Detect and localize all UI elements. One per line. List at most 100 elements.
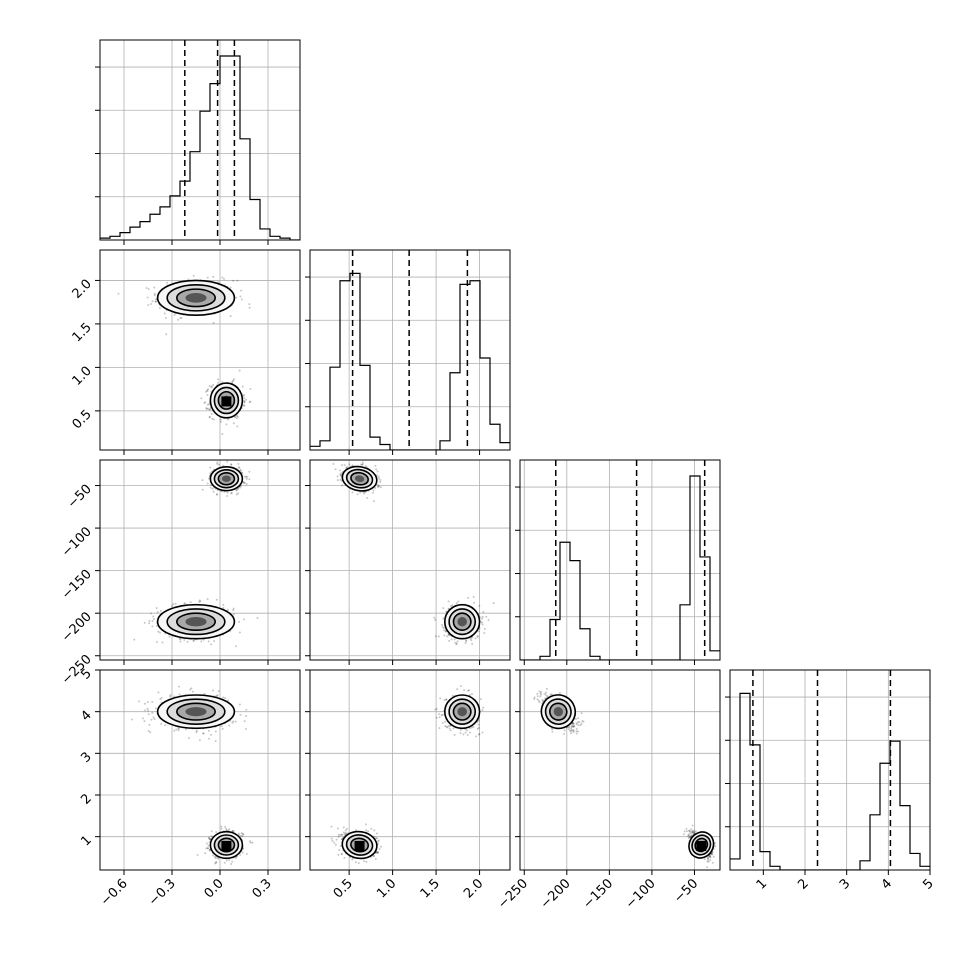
scatter-point [375, 468, 378, 471]
scatter-point [357, 862, 360, 865]
scatter-point [207, 729, 210, 732]
scatter-point [480, 617, 483, 620]
scatter-point [443, 634, 446, 637]
scatter-point [161, 641, 164, 644]
scatter-point [454, 641, 457, 644]
scatter-panel-3-1 [309, 669, 511, 871]
scatter-point [377, 840, 380, 843]
scatter-point [219, 418, 222, 421]
scatter-point [446, 635, 449, 638]
scatter-point [239, 853, 242, 856]
scatter-point [212, 321, 215, 324]
scatter-point [172, 603, 175, 606]
scatter-point [225, 827, 228, 830]
scatter-point [209, 466, 212, 469]
density-contour [217, 390, 236, 410]
scatter-point [444, 725, 447, 728]
scatter-point [208, 837, 211, 840]
scatter-point [151, 700, 154, 703]
scatter-point [183, 638, 186, 641]
scatter-point [451, 604, 454, 607]
scatter-point [147, 713, 150, 716]
scatter-point [377, 477, 380, 480]
scatter-point [171, 605, 174, 608]
scatter-point [174, 602, 177, 605]
scatter-point [455, 602, 458, 605]
scatter-point [186, 640, 189, 643]
scatter-point [210, 386, 213, 389]
density-contour [209, 382, 244, 419]
scatter-point [210, 834, 213, 837]
scatter-point [474, 637, 477, 640]
density-contour [176, 612, 217, 632]
scatter-point [212, 490, 215, 493]
panel-contents [520, 460, 720, 660]
panel-contents [310, 460, 510, 660]
scatter-point [217, 857, 220, 860]
scatter-point [206, 403, 209, 406]
y-axis-ticks: 0.51.01.52.0 [70, 277, 100, 432]
scatter-point [219, 420, 222, 423]
scatter-point [465, 640, 468, 643]
x-tick-label: 0.3 [250, 876, 275, 901]
scatter-point [215, 831, 218, 834]
scatter-point [209, 472, 212, 475]
scatter-point [237, 466, 240, 469]
scatter-point [143, 720, 146, 723]
y-axis-ticks [515, 486, 520, 618]
scatter-point [444, 720, 447, 723]
scatter-point [249, 400, 252, 403]
scatter-point [189, 688, 192, 691]
scatter-point [196, 853, 199, 856]
scatter-point [351, 464, 354, 467]
scatter-point [216, 493, 219, 496]
scatter-point [243, 482, 246, 485]
scatter-point [147, 730, 150, 733]
scatter-point [117, 292, 120, 295]
scatter-point [163, 312, 166, 315]
histogram-step [310, 272, 510, 450]
scatter-point [229, 286, 232, 289]
scatter-point [146, 707, 149, 710]
x-axis-ticks: −0.6 −0.3 0.0 0.3 [98, 870, 275, 909]
density-fill [457, 707, 467, 717]
scatter-point [213, 856, 216, 859]
scatter-point [481, 623, 484, 626]
scatter-point [478, 733, 481, 736]
scatter-point [245, 708, 248, 711]
scatter-point [378, 484, 381, 487]
scatter-point [246, 475, 249, 478]
scatter-point [232, 830, 235, 833]
scatter-point [145, 286, 148, 289]
scatter-point [236, 415, 239, 418]
scatter-point [450, 638, 453, 641]
density-fill [185, 707, 207, 717]
scatter-point [225, 859, 228, 862]
scatter-point [235, 489, 238, 492]
scatter-point [225, 423, 228, 426]
y-tick-label: 2.0 [70, 277, 95, 302]
scatter-point [239, 295, 242, 298]
density-fill [457, 617, 467, 627]
scatter-point [240, 289, 243, 292]
panel-contents [100, 670, 300, 870]
scatter-point [211, 487, 214, 490]
scatter-point [343, 856, 346, 859]
scatter-point [202, 732, 205, 735]
scatter-point [216, 694, 219, 697]
scatter-point [205, 847, 208, 850]
scatter-point [212, 383, 215, 386]
scatter-point [365, 829, 368, 832]
scatter-point [239, 486, 242, 489]
scatter-point [232, 607, 235, 610]
scatter-point [177, 318, 180, 321]
scatter-point [205, 406, 208, 409]
scatter-point [207, 640, 210, 643]
scatter-point [478, 604, 481, 607]
scatter-point [230, 492, 233, 495]
scatter-point [473, 601, 476, 604]
scatter-point [243, 475, 246, 478]
x-axis-ticks [348, 660, 481, 665]
scatter-point [372, 491, 375, 494]
y-tick-label: −200 [59, 609, 95, 645]
